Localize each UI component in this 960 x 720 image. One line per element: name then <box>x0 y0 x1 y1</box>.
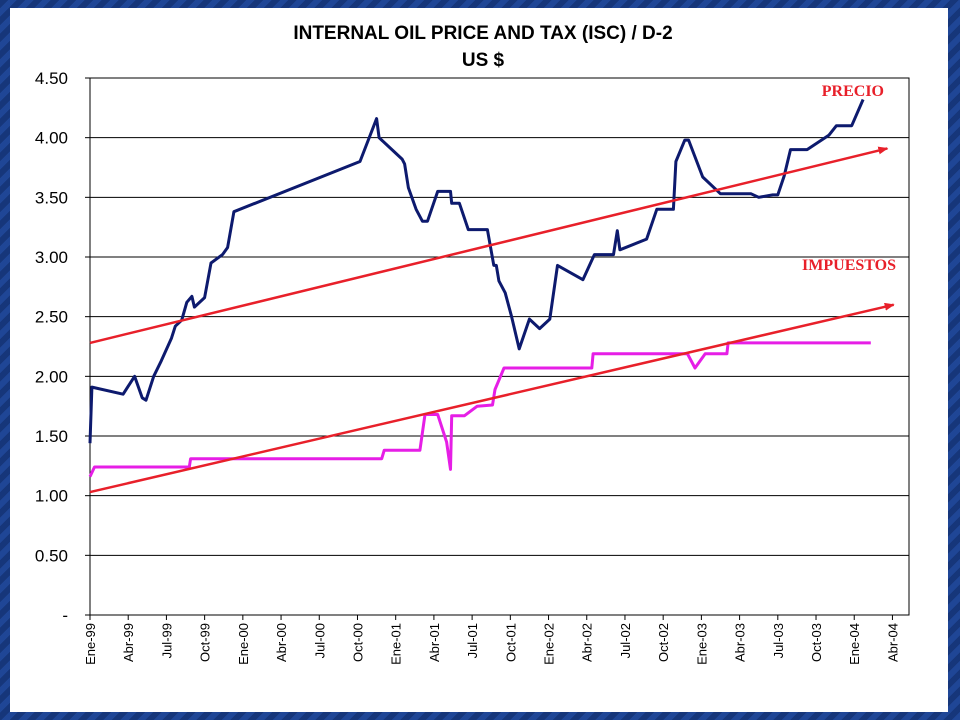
gridlines <box>90 137 909 556</box>
y-tick-label: - <box>62 606 68 625</box>
x-tick-label: Abr-02 <box>580 623 595 662</box>
x-tick-label: Jul-00 <box>312 623 327 658</box>
x-tick-label: Abr-00 <box>274 623 289 662</box>
x-tick-label: Abr-04 <box>885 623 900 662</box>
y-tick-label: 4.00 <box>35 129 68 148</box>
plot-area <box>89 77 910 616</box>
x-tick-label: Ene-01 <box>389 623 404 665</box>
x-tick-label: Oct-01 <box>503 623 518 662</box>
y-tick-label: 1.50 <box>35 427 68 446</box>
series-line-impuestos <box>88 341 871 478</box>
trend-lines <box>89 146 895 494</box>
x-tick-label: Abr-01 <box>427 623 442 662</box>
x-tick-label: Oct-99 <box>198 623 213 662</box>
trend-arrow-precio <box>89 146 889 345</box>
annotation-impuestos: IMPUESTOS <box>802 257 896 274</box>
x-tick-label: Ene-04 <box>847 623 862 665</box>
x-tick-label: Jul-03 <box>771 623 786 658</box>
x-tick-label: Ene-00 <box>236 623 251 665</box>
trend-arrow-impuestos <box>89 302 895 494</box>
y-axis-ticks: - 0.50 1.00 1.50 2.00 2.50 3.00 3.50 4.00 4.50 <box>35 69 90 625</box>
x-tick-label: Ene-03 <box>694 623 709 665</box>
x-tick-label: Abr-99 <box>121 623 136 662</box>
x-axis-ticks: Ene-99 Abr-99 Jul-99 Oct-99 Ene-00 Abr-00 Jul-… <box>83 615 900 665</box>
x-tick-label: Ene-99 <box>83 623 98 665</box>
x-tick-label: Ene-02 <box>542 623 557 665</box>
x-tick-label: Oct-02 <box>656 623 671 662</box>
y-tick-label: 1.00 <box>35 487 68 506</box>
x-tick-label: Oct-03 <box>809 623 824 662</box>
y-tick-label: 3.50 <box>35 188 68 207</box>
x-tick-label: Jul-02 <box>618 623 633 658</box>
chart-title: INTERNAL OIL PRICE AND TAX (ISC) / D-2 <box>293 23 672 44</box>
x-tick-label: Jul-01 <box>465 623 480 658</box>
x-tick-label: Abr-03 <box>733 623 748 662</box>
y-tick-label: 2.50 <box>35 308 68 327</box>
y-tick-label: 3.00 <box>35 248 68 267</box>
y-tick-label: 4.50 <box>35 69 68 88</box>
x-tick-label: Oct-00 <box>350 623 365 662</box>
y-tick-label: 2.00 <box>35 367 68 386</box>
x-tick-label: Jul-99 <box>159 623 174 658</box>
y-tick-label: 0.50 <box>35 546 68 565</box>
chart-subtitle: US $ <box>462 50 505 71</box>
annotation-precio: PRECIO <box>822 83 884 100</box>
